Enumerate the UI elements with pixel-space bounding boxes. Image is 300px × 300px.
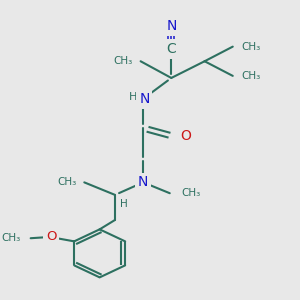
Text: CH₃: CH₃ [57, 177, 76, 188]
Text: H: H [120, 199, 128, 209]
Text: C: C [167, 42, 176, 56]
Text: H: H [128, 92, 137, 102]
Text: N: N [138, 176, 148, 189]
Text: N: N [139, 92, 150, 106]
Text: CH₃: CH₃ [1, 233, 20, 243]
Text: N: N [166, 19, 176, 33]
Text: CH₃: CH₃ [182, 188, 201, 198]
Text: CH₃: CH₃ [114, 56, 133, 66]
Text: CH₃: CH₃ [242, 42, 261, 52]
Text: O: O [180, 129, 191, 143]
Text: O: O [46, 230, 56, 243]
Text: CH₃: CH₃ [242, 71, 261, 81]
